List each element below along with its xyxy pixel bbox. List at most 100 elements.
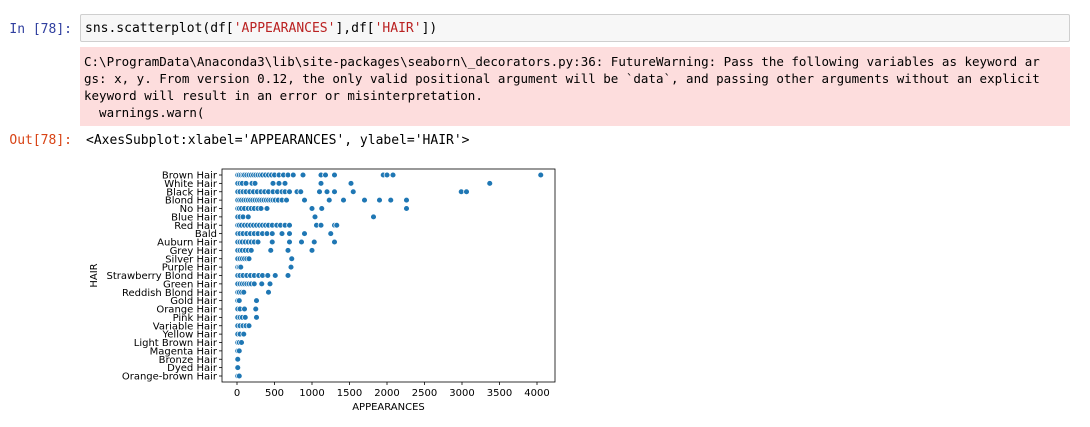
y-axis-label: HAIR xyxy=(89,263,100,287)
scatter-point xyxy=(389,171,397,179)
y-tick-label: No Hair xyxy=(180,204,218,215)
scatter-point xyxy=(275,180,283,187)
code-string-hair: 'HAIR' xyxy=(374,21,422,36)
scatter-point xyxy=(301,230,308,237)
scatter-point xyxy=(311,213,319,221)
scatter-point xyxy=(286,221,293,229)
x-tick-label: 2500 xyxy=(412,388,437,399)
scatter-point xyxy=(238,339,245,346)
scatter-point xyxy=(242,314,249,321)
scatter-point xyxy=(376,196,383,204)
scatter-point xyxy=(287,263,295,271)
y-tick-label: Bald xyxy=(195,229,217,240)
x-tick-label: 4000 xyxy=(524,388,549,399)
scatter-point xyxy=(267,247,275,254)
scatter-point xyxy=(383,171,391,179)
warning-line: gs: x, y. From version 0.12, the only va… xyxy=(84,71,1040,86)
scatter-point xyxy=(288,255,296,262)
y-tick-label: Grey Hair xyxy=(170,246,218,257)
x-tick-label: 1500 xyxy=(337,388,362,399)
scatter-point xyxy=(281,180,289,187)
axes-frame xyxy=(221,168,556,383)
scatter-point xyxy=(263,205,271,212)
scatter-point xyxy=(284,247,292,254)
scatter-point xyxy=(251,280,258,288)
x-tick-label: 3500 xyxy=(487,388,512,399)
y-tick-label: White Hair xyxy=(164,179,218,190)
scatter-point xyxy=(245,322,253,330)
scatter-point xyxy=(269,230,276,237)
scatter-point xyxy=(403,205,410,212)
y-tick-label: Auburn Hair xyxy=(157,238,218,249)
y-tick-label: Orange-brown Hair xyxy=(122,372,218,383)
scatter-point xyxy=(537,171,545,179)
y-tick-label: Purple Hair xyxy=(162,263,218,274)
scatter-point xyxy=(234,364,242,371)
scatter-point xyxy=(264,272,272,279)
x-axis-label: APPEARANCES xyxy=(352,402,425,413)
x-tick-label: 0 xyxy=(234,388,240,399)
scatter-point xyxy=(298,238,305,246)
scatter-point xyxy=(236,297,243,304)
x-tick-label: 3000 xyxy=(449,388,474,399)
scatter-point xyxy=(240,289,248,296)
y-tick-label: Yellow Hair xyxy=(161,330,217,341)
x-tick-label: 1000 xyxy=(299,388,324,399)
scatter-point xyxy=(234,356,242,363)
code-string-appearances: 'APPEARANCES' xyxy=(233,21,336,36)
code-input[interactable]: sns.scatterplot(df['APPEARANCES'],df['HA… xyxy=(80,14,1070,42)
scatter-point xyxy=(286,188,293,196)
scatter-point xyxy=(286,238,293,246)
warning-line: keyword will result in an error or misin… xyxy=(84,88,483,103)
y-tick-label: Green Hair xyxy=(163,279,218,290)
scatter-point xyxy=(236,347,243,355)
scatter-point xyxy=(253,297,260,304)
scatter-point xyxy=(240,330,248,338)
y-tick-label: Bronze Hair xyxy=(159,355,218,366)
scatter-point xyxy=(254,238,262,246)
input-prompt: In [78]: xyxy=(9,22,72,37)
scatter-point xyxy=(236,372,243,380)
y-tick-label: Brown Hair xyxy=(162,171,218,182)
scatter-points xyxy=(234,171,545,380)
scatter-point xyxy=(241,305,248,313)
warning-line: C:\ProgramData\Anaconda3\lib\site-packag… xyxy=(84,54,1040,69)
code-prefix: sns.scatterplot(df[ xyxy=(85,21,234,36)
y-tick-label: Blond Hair xyxy=(165,196,218,207)
y-tick-label: Dyed Hair xyxy=(167,363,218,374)
scatter-point xyxy=(272,272,279,279)
scatter-point xyxy=(311,238,318,246)
scatter-point xyxy=(463,188,470,196)
scatter-point xyxy=(347,180,355,187)
scatter-point xyxy=(308,247,316,254)
scatter-point xyxy=(252,305,260,313)
scatter-point xyxy=(327,230,335,237)
y-tick-label: Red Hair xyxy=(174,221,218,232)
y-tick-label: Strawberry Blond Hair xyxy=(107,271,218,282)
scatter-point xyxy=(269,238,276,246)
scatter-point xyxy=(242,180,250,187)
code-mid: ],df[ xyxy=(335,21,375,36)
y-tick-label: Light Brown Hair xyxy=(134,338,218,349)
output-repr: <AxesSubplot:xlabel='APPEARANCES', ylabe… xyxy=(86,133,470,148)
scatter-point xyxy=(290,171,297,179)
scatter-point xyxy=(248,247,255,254)
scatter-point xyxy=(331,238,338,246)
y-tick-label: Black Hair xyxy=(166,187,218,198)
scatter-point xyxy=(370,213,377,221)
scatter-point xyxy=(301,196,308,204)
scatter-point xyxy=(486,180,494,187)
warning-line: warnings.warn( xyxy=(84,105,205,120)
scatter-point xyxy=(387,196,395,204)
scatter-point xyxy=(322,171,329,179)
scatter-point xyxy=(257,205,265,212)
scatter-point xyxy=(316,188,323,196)
scatter-point xyxy=(237,263,245,271)
scatter-point xyxy=(403,196,410,204)
y-tick-label: Silver Hair xyxy=(165,254,218,265)
x-tick-labels: 0 500 1000 1500 2000 2500 3000 3500 4000 xyxy=(234,382,550,399)
scatter-point xyxy=(253,314,260,321)
y-tick-label: Pink Hair xyxy=(173,313,218,324)
